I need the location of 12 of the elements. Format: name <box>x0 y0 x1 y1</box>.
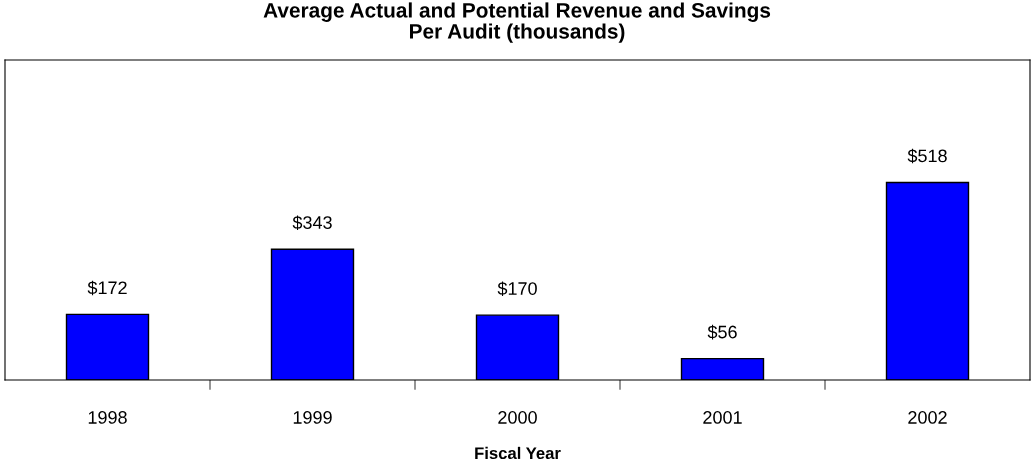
chart-title: Average Actual and Potential Revenue and Savings Per Audit (thousands) <box>263 2 771 43</box>
data-label: $170 <box>497 281 537 297</box>
x-tick-label: 2001 <box>703 411 742 424</box>
x-tick-label: 2002 <box>908 411 947 424</box>
data-label: $56 <box>707 324 737 340</box>
x-axis-title: Fiscal Year <box>475 446 561 460</box>
x-tick-label: 1998 <box>88 411 127 424</box>
x-tick-label: 2000 <box>498 411 537 424</box>
data-label: $343 <box>292 215 332 231</box>
data-label: $518 <box>907 148 947 164</box>
x-tick-label: 1999 <box>293 411 332 424</box>
data-label: $172 <box>87 280 127 296</box>
